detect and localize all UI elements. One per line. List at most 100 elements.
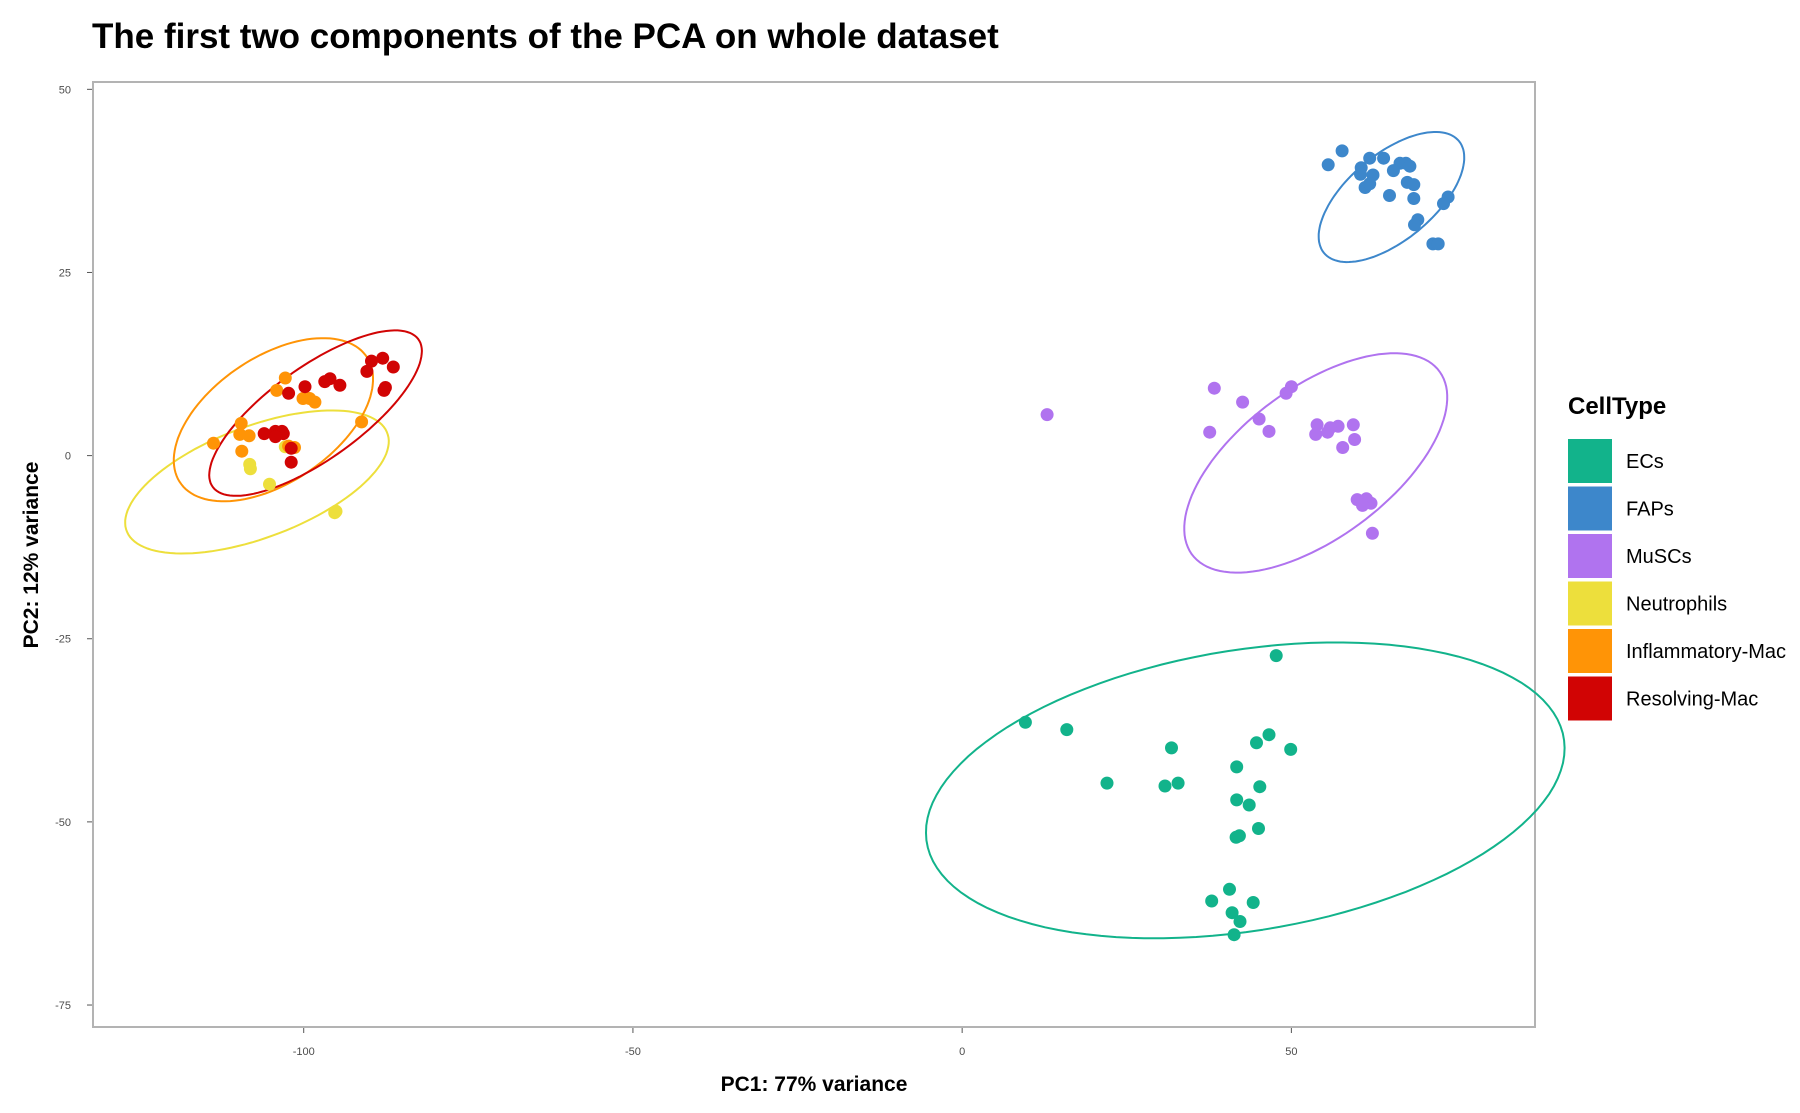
- x-tick-label: 50: [1285, 1046, 1297, 1058]
- point-ecs: [1233, 915, 1247, 928]
- point-muscs: [1040, 408, 1054, 422]
- point-resolving-mac: [318, 375, 332, 389]
- legend-key-ecs: [1568, 439, 1612, 483]
- legend-title: CellType: [1568, 393, 1666, 420]
- point-ecs: [1227, 928, 1241, 942]
- y-axis-title: PC2: 12% variance: [20, 462, 43, 649]
- point-ecs: [1250, 736, 1263, 750]
- point-muscs: [1346, 418, 1360, 432]
- legend-label: ECs: [1626, 451, 1664, 473]
- point-inflammatory-mac: [207, 436, 220, 450]
- point-ecs: [1242, 798, 1256, 812]
- legend-key-inflammatory-mac: [1568, 629, 1612, 673]
- point-resolving-mac: [376, 351, 390, 365]
- point-resolving-mac: [257, 427, 271, 441]
- point-muscs: [1348, 433, 1362, 446]
- point-muscs: [1336, 441, 1350, 454]
- point-muscs: [1279, 386, 1293, 400]
- point-resolving-mac: [298, 380, 312, 394]
- point-ecs: [1205, 894, 1219, 908]
- legend-label: MuSCs: [1626, 546, 1692, 568]
- point-ecs: [1253, 780, 1267, 794]
- point-ecs: [1171, 776, 1185, 790]
- point-ecs: [1060, 723, 1074, 737]
- y-axis-ticks: 50 25 0 -25 -50 -75: [55, 84, 92, 1012]
- legend-key-muscs: [1568, 534, 1612, 578]
- point-ecs: [1165, 741, 1178, 755]
- point-ecs: [1269, 649, 1283, 663]
- legend-label: Inflammatory-Mac: [1626, 641, 1786, 663]
- legend-key-neutrophils: [1568, 581, 1612, 626]
- y-tick-label: 50: [59, 84, 71, 96]
- point-resolving-mac: [284, 455, 298, 469]
- x-axis-title: PC1: 77% variance: [721, 1073, 908, 1096]
- point-muscs: [1203, 425, 1217, 439]
- point-ecs: [1100, 776, 1114, 790]
- point-resolving-mac: [268, 430, 282, 444]
- data-points: [207, 144, 1455, 942]
- point-faps: [1437, 197, 1450, 211]
- legend-label: FAPs: [1626, 499, 1674, 521]
- point-inflammatory-mac: [242, 429, 256, 443]
- point-inflammatory-mac: [308, 395, 322, 409]
- point-muscs: [1321, 425, 1335, 439]
- y-tick-label: 0: [65, 451, 71, 463]
- point-faps: [1403, 159, 1417, 173]
- point-resolving-mac: [365, 354, 378, 368]
- y-tick-label: -75: [55, 1000, 71, 1012]
- point-faps: [1431, 237, 1445, 251]
- point-neutrophils: [263, 477, 276, 491]
- point-faps: [1335, 144, 1349, 158]
- y-tick-label: -50: [55, 817, 71, 829]
- point-faps: [1354, 167, 1367, 181]
- point-ecs: [1223, 882, 1236, 896]
- point-muscs: [1365, 526, 1379, 540]
- y-tick-label: -25: [55, 634, 71, 646]
- plot-panel-border: [92, 81, 1536, 1028]
- point-ecs: [1230, 760, 1244, 774]
- confidence-ellipses: [124, 131, 1566, 940]
- point-inflammatory-mac: [234, 416, 248, 430]
- legend-key-resolving-mac: [1568, 676, 1612, 721]
- point-muscs: [1236, 395, 1250, 409]
- point-neutrophils: [328, 506, 342, 520]
- point-ecs: [1246, 896, 1260, 909]
- point-ecs: [1158, 779, 1172, 793]
- point-ecs: [1225, 906, 1239, 920]
- point-faps: [1377, 151, 1391, 165]
- legend-key-faps: [1568, 486, 1612, 531]
- point-muscs: [1262, 424, 1276, 438]
- point-faps: [1386, 164, 1400, 178]
- point-neutrophils: [243, 462, 257, 476]
- point-inflammatory-mac: [235, 444, 249, 458]
- point-ecs: [1252, 822, 1265, 835]
- point-inflammatory-mac: [270, 383, 284, 397]
- point-resolving-mac: [284, 441, 298, 455]
- point-faps: [1363, 151, 1377, 165]
- point-muscs: [1252, 412, 1266, 426]
- legend-label: Neutrophils: [1626, 594, 1727, 616]
- point-resolving-mac: [333, 378, 347, 392]
- x-tick-label: 0: [959, 1046, 965, 1058]
- point-faps: [1407, 192, 1421, 205]
- ellipse-neutrophils: [124, 409, 390, 555]
- x-axis-ticks: -100 -50 0 50: [293, 1028, 1297, 1058]
- point-muscs: [1356, 498, 1369, 512]
- ellipse-inflammatory-mac: [172, 337, 374, 503]
- point-faps: [1321, 158, 1335, 172]
- chart-title: The first two components of the PCA on w…: [92, 17, 999, 56]
- x-tick-label: -100: [293, 1046, 315, 1058]
- point-faps: [1363, 177, 1377, 191]
- point-ecs: [1018, 715, 1032, 729]
- point-ecs: [1230, 793, 1244, 807]
- point-inflammatory-mac: [278, 371, 292, 385]
- point-faps: [1408, 218, 1421, 232]
- point-resolving-mac: [360, 364, 374, 378]
- point-resolving-mac: [377, 383, 391, 397]
- y-tick-label: 25: [59, 267, 71, 279]
- legend: CellType ECs FAPs MuSCs Neutrophils Inflamma…: [1568, 393, 1786, 721]
- point-muscs: [1207, 381, 1221, 395]
- point-muscs: [1309, 427, 1323, 441]
- point-resolving-mac: [386, 360, 400, 374]
